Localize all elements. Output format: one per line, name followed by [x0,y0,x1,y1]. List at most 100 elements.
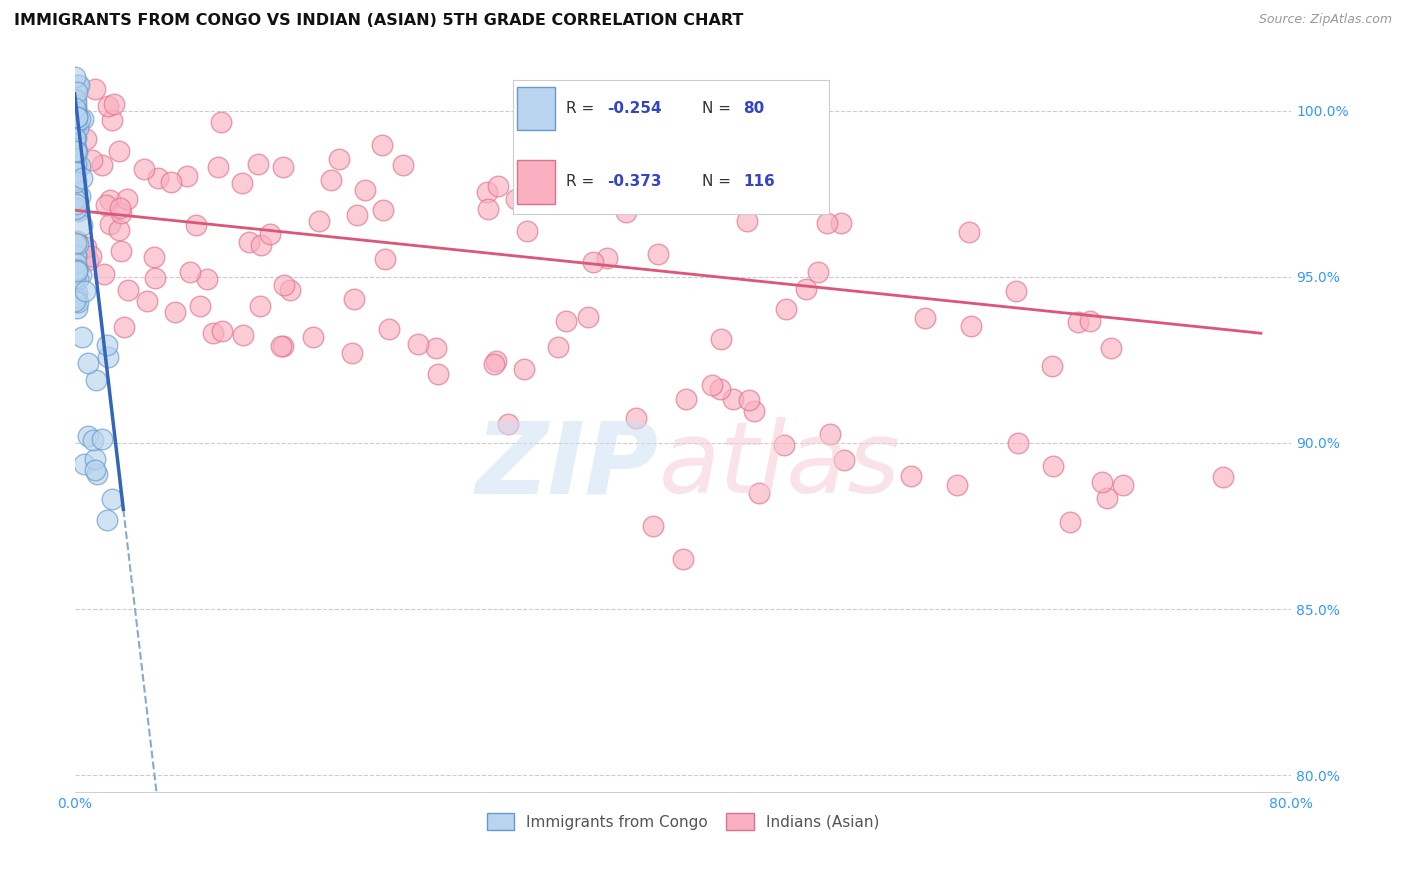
Point [209,115,232,129]
Point [900,469,922,483]
Point [250,238,273,252]
Point [115,192,138,206]
Point [63,128,86,143]
Point [65,90,87,104]
Point [96,513,118,527]
Point [112,319,135,334]
Point [371,138,394,153]
Point [66,286,89,301]
Point [83,463,105,477]
Point [498,417,520,431]
Point [818,427,841,442]
Point [72,457,94,471]
Point [66,262,89,277]
Point [65,145,87,160]
Point [69,112,91,127]
Point [486,178,509,193]
Point [647,246,669,260]
Point [66,120,89,135]
Point [65,249,87,263]
Point [482,357,505,371]
Point [132,162,155,177]
Point [86,467,108,481]
Point [184,219,207,233]
Point [176,169,198,183]
Point [101,113,124,128]
Point [302,330,325,344]
Point [63,70,86,84]
Point [63,117,86,131]
Point [378,322,401,336]
Point [90,432,112,446]
Point [84,81,107,95]
Point [66,235,89,249]
Point [69,160,91,174]
Point [65,141,87,155]
Point [65,271,87,285]
Point [67,203,90,218]
Point [249,299,271,313]
Point [773,438,796,452]
Point [1078,314,1101,328]
Point [69,189,91,203]
Point [63,145,86,160]
Point [70,218,93,232]
Point [65,201,87,215]
Text: IMMIGRANTS FROM CONGO VS INDIAN (ASIAN) 5TH GRADE CORRELATION CHART: IMMIGRANTS FROM CONGO VS INDIAN (ASIAN) … [14,13,744,29]
Point [65,104,87,119]
Point [641,519,664,533]
Point [65,108,87,122]
Point [427,367,450,381]
Point [63,294,86,309]
Point [70,329,93,343]
Point [516,224,538,238]
Point [65,193,87,207]
Point [278,283,301,297]
Point [66,262,89,277]
Point [513,361,536,376]
Point [271,339,294,353]
Point [163,304,186,318]
Point [374,252,396,266]
Point [66,110,89,124]
Point [960,318,983,333]
Point [66,294,89,309]
Point [271,160,294,174]
Point [211,324,233,338]
Point [97,99,120,113]
Point [547,340,569,354]
Point [1090,475,1112,490]
Point [477,202,499,216]
Point [107,223,129,237]
Point [273,278,295,293]
Point [98,217,121,231]
Point [65,98,87,112]
Point [65,106,87,120]
Point [86,373,108,387]
Point [143,270,166,285]
Point [231,177,253,191]
Point [67,78,90,93]
Point [72,112,94,127]
Point [97,350,120,364]
Point [94,197,117,211]
Point [946,477,969,491]
Point [65,255,87,269]
Legend: Immigrants from Congo, Indians (Asian): Immigrants from Congo, Indians (Asian) [481,807,886,836]
Point [328,152,350,166]
Point [70,171,93,186]
Point [65,290,87,304]
Point [815,216,838,230]
Point [80,153,103,168]
Point [135,294,157,309]
Point [259,227,281,241]
Point [76,356,98,370]
Point [343,292,366,306]
Point [485,354,508,368]
Point [505,192,527,206]
Point [65,144,87,158]
Point [1099,341,1122,355]
Point [576,310,599,324]
Point [346,208,368,222]
Point [63,94,86,108]
